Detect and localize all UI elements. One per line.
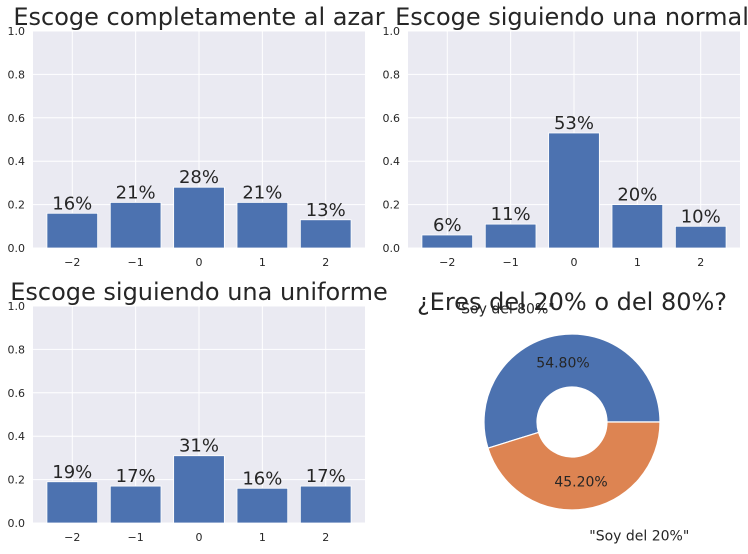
bar-chart-1: Escoge completamente al azar 0.0 0.2 0.4 0.6… — [8, 3, 385, 269]
y-tick-label: 0.4 — [383, 155, 401, 168]
y-tick-label: 0.8 — [8, 68, 26, 81]
x-tick-label: −2 — [64, 531, 80, 544]
bar-value-label: 11% — [491, 204, 531, 225]
bar-value-label: 10% — [681, 206, 721, 227]
bar-value-label: 13% — [306, 200, 346, 221]
bar — [485, 224, 536, 248]
bar — [300, 220, 351, 248]
bar — [110, 486, 161, 523]
y-tick-label: 1.0 — [383, 25, 401, 38]
y-tick-label: 0.4 — [8, 155, 26, 168]
y-tick-label: 0.4 — [8, 430, 26, 443]
x-tick-label: 2 — [322, 531, 329, 544]
bar — [174, 456, 225, 523]
y-tick-label: 0.6 — [8, 112, 26, 125]
pie-slice-label: "Soy del 80%" — [455, 301, 555, 317]
bar — [47, 213, 98, 248]
chart-title: Escoge siguiendo una uniforme — [10, 278, 388, 306]
y-tick-label: 0.2 — [8, 199, 26, 212]
bar — [300, 486, 351, 523]
x-tick-label: −2 — [439, 256, 455, 269]
bar-value-label: 16% — [242, 468, 282, 489]
y-tick-label: 1.0 — [8, 300, 26, 313]
bar — [47, 482, 98, 523]
bar — [174, 187, 225, 248]
x-tick-label: 2 — [697, 256, 704, 269]
x-tick-label: 1 — [634, 256, 641, 269]
bar-value-label: 17% — [116, 466, 156, 487]
pie-pct-label: 54.80% — [536, 356, 589, 372]
bar-value-label: 6% — [433, 215, 462, 236]
bar — [612, 205, 663, 248]
bar — [675, 226, 726, 248]
pie-chart: ¿Eres del 20% o del 80%?54.80%"Soy del 8… — [417, 288, 727, 545]
y-tick-label: 0.0 — [8, 242, 26, 255]
bar-chart-2: Escoge siguiendo una normal 0.0 0.2 0.4 0.6 0… — [383, 3, 748, 269]
bar-value-label: 28% — [179, 167, 219, 188]
x-tick-label: 2 — [322, 256, 329, 269]
y-tick-label: 0.8 — [8, 343, 26, 356]
bar-value-label: 53% — [554, 113, 594, 134]
x-tick-label: −1 — [128, 531, 144, 544]
bar — [110, 202, 161, 248]
x-tick-label: 0 — [571, 256, 578, 269]
pie-slice-label: "Soy del 20%" — [589, 529, 689, 545]
x-tick-label: 1 — [259, 256, 266, 269]
x-tick-label: 0 — [196, 256, 203, 269]
bar — [422, 235, 473, 248]
bar — [237, 488, 288, 523]
y-tick-label: 0.8 — [383, 68, 401, 81]
y-tick-label: 0.0 — [383, 242, 401, 255]
y-tick-label: 0.2 — [383, 199, 401, 212]
x-tick-label: −2 — [64, 256, 80, 269]
bar-value-label: 16% — [52, 193, 92, 214]
bar-value-label: 21% — [242, 182, 282, 203]
y-tick-label: 0.6 — [8, 387, 26, 400]
x-tick-label: 0 — [196, 531, 203, 544]
bar-chart-3: Escoge siguiendo una uniforme 0.0 0.2 0.4 0.… — [8, 278, 388, 544]
x-tick-label: −1 — [503, 256, 519, 269]
bar — [237, 202, 288, 248]
y-tick-label: 0.6 — [383, 112, 401, 125]
bar-value-label: 19% — [52, 462, 92, 483]
bar-value-label: 20% — [617, 185, 657, 206]
y-tick-label: 0.0 — [8, 517, 26, 530]
bar-value-label: 31% — [179, 436, 219, 457]
bar-value-label: 21% — [116, 182, 156, 203]
bar-value-label: 17% — [306, 466, 346, 487]
chart-title: Escoge completamente al azar — [13, 3, 384, 31]
bar — [549, 133, 600, 248]
x-tick-label: −1 — [128, 256, 144, 269]
y-tick-label: 0.2 — [8, 474, 26, 487]
pie-pct-label: 45.20% — [554, 474, 607, 490]
chart-title: Escoge siguiendo una normal — [395, 3, 748, 31]
x-tick-label: 1 — [259, 531, 266, 544]
y-tick-label: 1.0 — [8, 25, 26, 38]
